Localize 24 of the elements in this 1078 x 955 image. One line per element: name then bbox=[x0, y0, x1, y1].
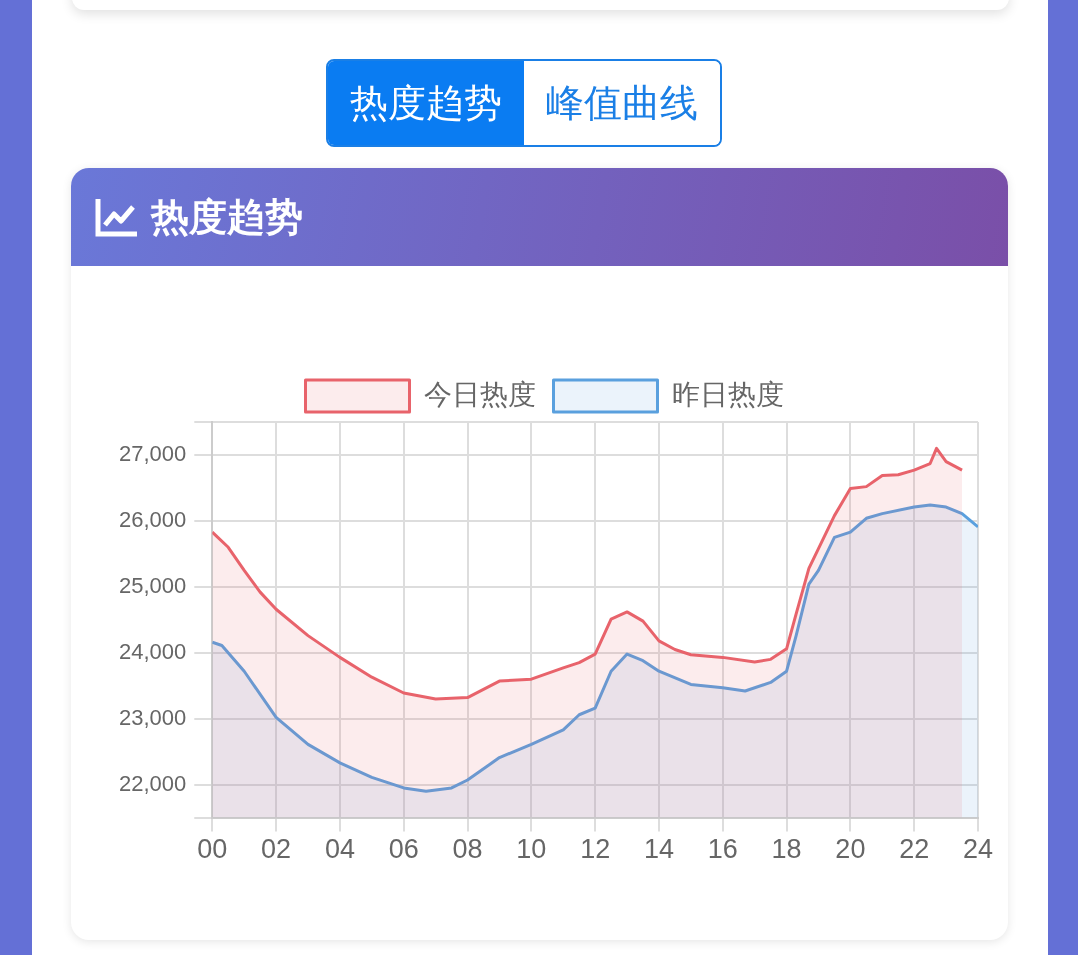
x-tick-label: 24 bbox=[962, 834, 994, 865]
x-tick-label: 08 bbox=[452, 834, 483, 865]
chart-title: 热度趋势 bbox=[151, 193, 303, 241]
legend-label: 昨日热度 bbox=[671, 378, 784, 410]
x-tick-label: 20 bbox=[835, 834, 866, 865]
x-tick-label: 14 bbox=[643, 834, 674, 865]
text: 热度趋势 bbox=[328, 61, 524, 145]
x-tick-label: 10 bbox=[516, 834, 547, 865]
x-tick-label: 04 bbox=[324, 834, 355, 865]
x-tick-label: 18 bbox=[771, 834, 802, 865]
y-tick-label: 22,000 bbox=[118, 770, 187, 796]
y-tick-label: 25,000 bbox=[118, 572, 187, 598]
y-tick-label: 27,000 bbox=[118, 441, 187, 467]
text: 峰值曲线 bbox=[524, 61, 720, 145]
x-tick-label: 12 bbox=[580, 834, 611, 865]
legend-label: 今日热度 bbox=[423, 378, 536, 410]
x-tick-label: 00 bbox=[197, 834, 228, 865]
x-tick-label: 22 bbox=[899, 834, 930, 865]
x-tick-label: 16 bbox=[707, 834, 738, 865]
x-tick-label: 06 bbox=[388, 834, 419, 865]
y-tick-label: 23,000 bbox=[118, 704, 187, 730]
x-tick-label: 02 bbox=[261, 834, 292, 865]
y-tick-label: 24,000 bbox=[118, 638, 187, 664]
y-tick-label: 26,000 bbox=[118, 506, 187, 532]
